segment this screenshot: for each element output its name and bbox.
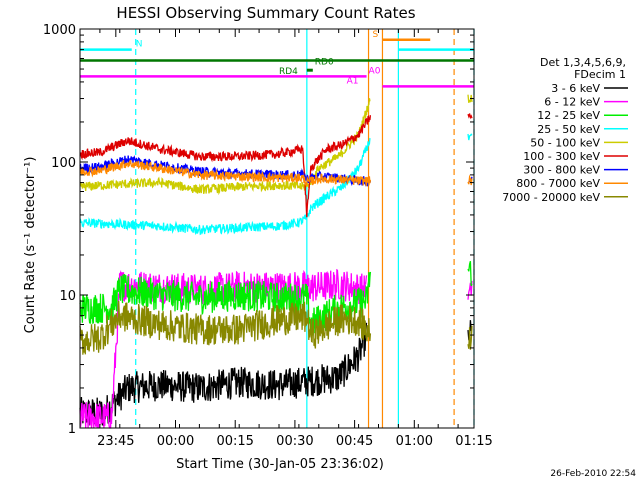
x-axis-title: Start Time (30-Jan-05 23:36:02) bbox=[176, 457, 384, 472]
series-tail-9 bbox=[467, 325, 473, 350]
annotation-label-rd0: RD0 bbox=[315, 57, 334, 67]
legend-header-line: FDecim 1 bbox=[574, 68, 626, 81]
legend-entry-label: 50 - 100 keV bbox=[530, 136, 600, 149]
legend-entry-label: 6 - 12 keV bbox=[544, 96, 600, 109]
series-line-9 bbox=[79, 300, 372, 355]
series-tail-5 bbox=[467, 94, 473, 104]
x-tick-label: 23:45 bbox=[97, 434, 134, 449]
legend-entry-label: 7000 - 20000 keV bbox=[502, 191, 600, 204]
legend-entry-label: 100 - 300 keV bbox=[523, 150, 600, 163]
x-tick-label: 00:00 bbox=[157, 434, 194, 449]
series-tail-8 bbox=[467, 174, 473, 186]
series-tail-4 bbox=[467, 133, 473, 141]
legend-entry-label: 3 - 6 keV bbox=[551, 82, 600, 95]
legend-entry-label: 12 - 25 keV bbox=[537, 109, 600, 122]
annotation-label-a1: A1 bbox=[347, 76, 359, 86]
annotation-label-n: N bbox=[136, 40, 143, 50]
plot-frame bbox=[79, 28, 475, 429]
x-tick-label: 00:45 bbox=[336, 434, 373, 449]
x-tick-label: 01:00 bbox=[396, 434, 433, 449]
footer-timestamp: 26-Feb-2010 22:54 bbox=[550, 469, 636, 479]
y-tick-label: 1 bbox=[68, 422, 76, 437]
series-tail-6 bbox=[467, 113, 473, 120]
legend-entry-label: 800 - 7000 keV bbox=[516, 177, 600, 190]
annotation-label-a0: A0 bbox=[369, 66, 381, 76]
legend-header-line: Det 1,3,4,5,6,9, bbox=[540, 56, 626, 69]
series-tail-3 bbox=[467, 261, 473, 287]
series-line-2 bbox=[79, 268, 368, 429]
x-tick-label: 00:15 bbox=[216, 434, 253, 449]
annotation-label-s: S bbox=[373, 30, 379, 40]
chart-title: HESSI Observing Summary Count Rates bbox=[116, 4, 415, 22]
y-tick-label: 10 bbox=[59, 289, 76, 304]
legend-entry-label: 300 - 800 keV bbox=[523, 164, 600, 177]
series-line-6 bbox=[79, 115, 372, 218]
y-tick-label: 1000 bbox=[43, 23, 76, 38]
series-line-8 bbox=[79, 159, 372, 187]
series-line-1 bbox=[79, 322, 368, 426]
x-tick-label: 01:15 bbox=[455, 434, 492, 449]
legend-entry-label: 25 - 50 keV bbox=[537, 123, 600, 136]
series-tail-2 bbox=[467, 280, 473, 300]
annotation-label-rd4: RD4 bbox=[279, 67, 298, 77]
x-tick-label: 00:30 bbox=[276, 434, 313, 449]
y-axis-title: Count Rate (s⁻¹ detector⁻¹) bbox=[23, 157, 38, 334]
series-line-4 bbox=[79, 137, 371, 236]
plot-area: N S RD0 RD4 A0 A1 23:45 00:00 00:15 00:30 00:45 01:… bbox=[43, 23, 493, 449]
series-line-5 bbox=[79, 98, 371, 196]
y-tick-label: 100 bbox=[51, 156, 76, 171]
